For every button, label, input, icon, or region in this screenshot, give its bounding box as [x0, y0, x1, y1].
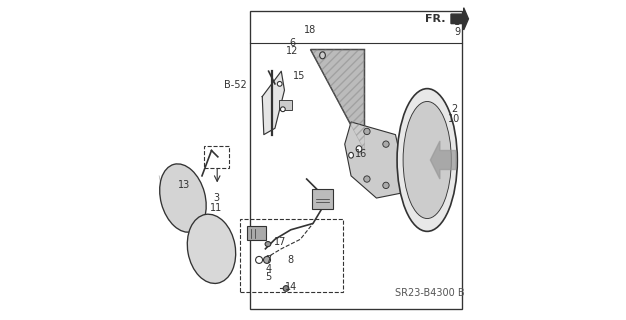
Polygon shape	[345, 122, 408, 198]
Text: 10: 10	[448, 114, 460, 124]
Polygon shape	[451, 8, 468, 30]
Text: 17: 17	[274, 237, 286, 247]
Text: 8: 8	[288, 255, 294, 265]
Text: 12: 12	[286, 45, 299, 56]
Polygon shape	[310, 49, 364, 150]
Ellipse shape	[320, 52, 326, 59]
Text: SR23-B4300 B: SR23-B4300 B	[396, 288, 465, 298]
Text: 16: 16	[354, 149, 367, 159]
Ellipse shape	[403, 101, 451, 219]
Text: 4: 4	[265, 264, 272, 275]
Text: B-52: B-52	[224, 80, 247, 91]
Ellipse shape	[265, 242, 271, 247]
FancyBboxPatch shape	[312, 189, 333, 209]
Ellipse shape	[382, 141, 389, 147]
Ellipse shape	[280, 107, 285, 112]
Ellipse shape	[187, 214, 236, 284]
Text: 18: 18	[304, 25, 316, 35]
Ellipse shape	[277, 82, 282, 86]
Ellipse shape	[349, 152, 354, 158]
Text: 15: 15	[292, 71, 305, 81]
Text: 9: 9	[454, 27, 460, 36]
Text: 5: 5	[265, 272, 272, 282]
Ellipse shape	[397, 89, 458, 231]
Text: FR.: FR.	[425, 14, 446, 24]
Text: 7: 7	[265, 255, 272, 265]
Text: 6: 6	[289, 38, 295, 48]
Text: 11: 11	[210, 203, 222, 212]
FancyBboxPatch shape	[279, 100, 292, 110]
Ellipse shape	[255, 256, 262, 263]
Text: 13: 13	[178, 180, 191, 190]
FancyBboxPatch shape	[247, 226, 267, 240]
Text: 1: 1	[454, 17, 460, 27]
Ellipse shape	[356, 146, 362, 152]
Ellipse shape	[364, 176, 370, 182]
Polygon shape	[430, 141, 456, 179]
Ellipse shape	[283, 286, 289, 291]
Text: 3: 3	[213, 193, 219, 203]
Ellipse shape	[160, 164, 206, 232]
Polygon shape	[262, 71, 284, 135]
Ellipse shape	[364, 128, 370, 135]
Ellipse shape	[382, 182, 389, 188]
Ellipse shape	[264, 256, 270, 263]
Text: 2: 2	[451, 104, 457, 114]
Text: 14: 14	[285, 282, 297, 292]
